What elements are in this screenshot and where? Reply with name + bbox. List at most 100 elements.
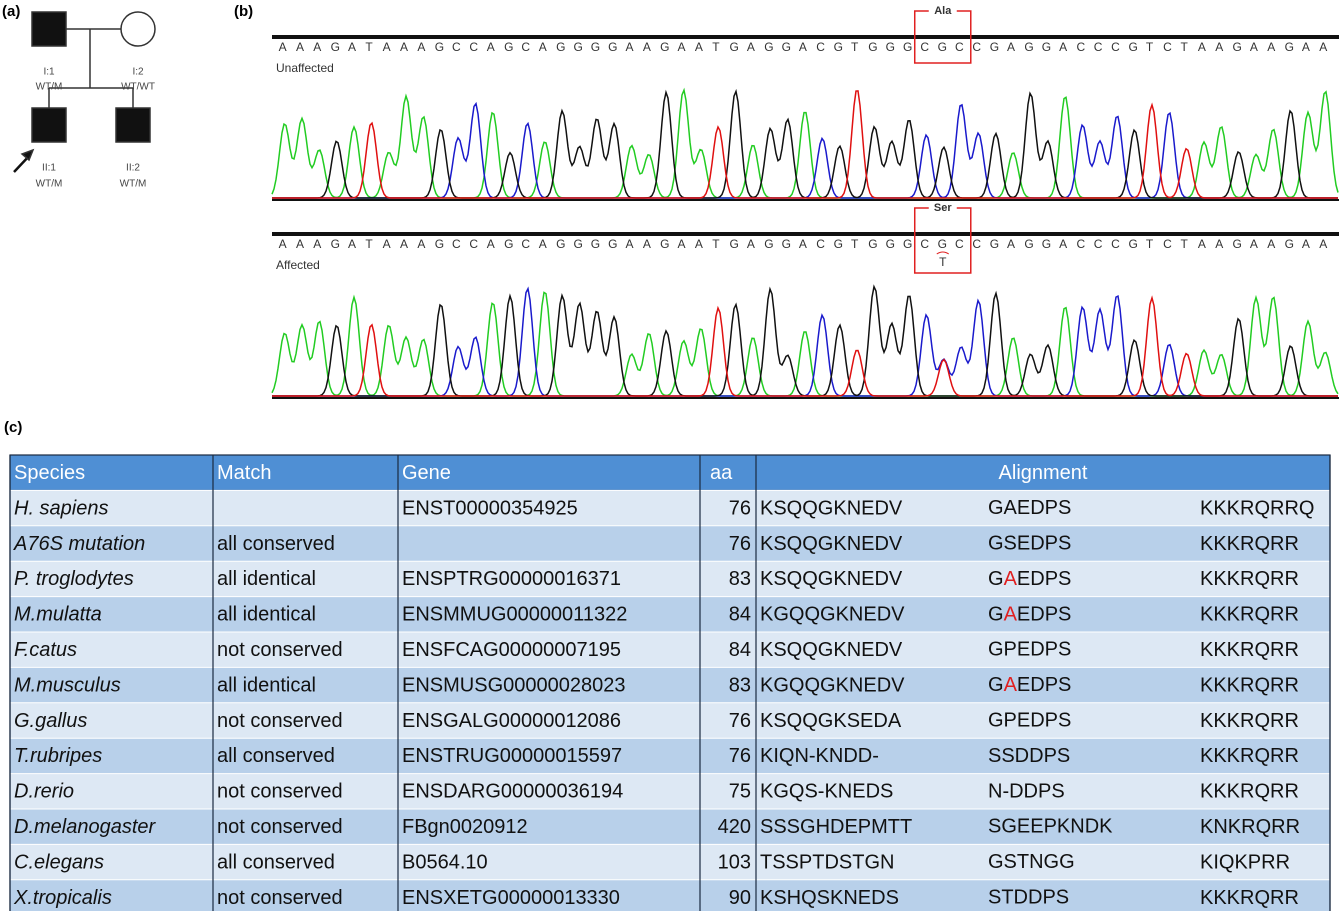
motif-segment: GSEDPS: [988, 533, 1071, 555]
table-row: [10, 632, 1330, 667]
alignment-right: KKKRQRR: [1200, 887, 1299, 909]
panel-label: (b): [234, 3, 253, 20]
match: not conserved: [217, 639, 343, 661]
alignment-right: KKKRQRR: [1200, 568, 1299, 590]
alignment-left: KGQS-KNEDS: [760, 781, 893, 803]
panel-label: (a): [2, 3, 20, 20]
species: M.musculus: [14, 674, 121, 696]
species: D.rerio: [14, 781, 74, 803]
table-row: [10, 844, 1330, 879]
substitution: T: [939, 255, 947, 269]
aa: 76: [729, 497, 751, 519]
aa: 76: [729, 533, 751, 555]
table-row: [10, 667, 1330, 702]
affected-male: [116, 108, 150, 142]
alignment-left: KSQQGKNEDV: [760, 497, 903, 519]
alignment-right: KKKRQRR: [1200, 604, 1299, 626]
genotype: WT/M: [36, 179, 63, 190]
motif-segment: EDPS: [1017, 604, 1071, 626]
table-row: [10, 809, 1330, 844]
column-header: aa: [710, 462, 733, 484]
trace-label: Affected: [276, 258, 320, 272]
affected-male: [32, 12, 66, 46]
motif-segment: A: [1004, 604, 1018, 626]
motif-segment: A: [1004, 568, 1018, 590]
species: H. sapiens: [14, 497, 109, 519]
gene: ENSFCAG00000007195: [402, 639, 621, 661]
proband-arrowhead: [22, 150, 33, 160]
column-header: Alignment: [999, 462, 1088, 484]
alignment-right: KKKRQRR: [1200, 674, 1299, 696]
page: (a) (b) (c) I:1 WT/M I:2 WT/WT II:1 WT/M…: [0, 0, 1341, 911]
alignment-right: KKKRQRR: [1200, 745, 1299, 767]
gene: ENSTRUG00000015597: [402, 745, 622, 767]
gene: ENSMUSG00000028023: [402, 674, 625, 696]
alignment-left: KSHQSKNEDS: [760, 887, 899, 909]
table-row: [10, 490, 1330, 525]
motif-segment: GPEDPS: [988, 710, 1071, 732]
motif-segment: G: [988, 604, 1004, 626]
affected-male: [32, 108, 66, 142]
alignment-right: KKKRQRR: [1200, 533, 1299, 555]
table-row: [10, 526, 1330, 561]
alignment-motif: GAEDPS: [988, 674, 1071, 696]
panel-label: (c): [4, 419, 22, 436]
table-row: [10, 703, 1330, 738]
aa: 75: [729, 781, 751, 803]
aa: 84: [729, 639, 751, 661]
alignment-right: KKKRQRR: [1200, 710, 1299, 732]
alignment-motif: GSEDPS: [988, 533, 1071, 555]
species: D.melanogaster: [14, 816, 157, 838]
motif-segment: GAEDPS: [988, 497, 1071, 519]
alignment-left: KGQQGKNEDV: [760, 674, 905, 696]
species: M.mulatta: [14, 604, 102, 626]
alignment-motif: GSTNGG: [988, 851, 1075, 873]
alignment-motif: N-DDPS: [988, 781, 1065, 803]
match: not conserved: [217, 887, 343, 909]
aa: 83: [729, 568, 751, 590]
alignment-motif: GAEDPS: [988, 568, 1071, 590]
alignment-left: KSQQGKNEDV: [760, 568, 903, 590]
table-row: [10, 561, 1330, 596]
aa: 90: [729, 887, 751, 909]
unaffected-female: [121, 12, 155, 46]
alignment-left: KGQQGKNEDV: [760, 604, 905, 626]
species: P. troglodytes: [14, 568, 134, 590]
sequence-part: CGAGGACCCGTCTAAGAAGAA: [972, 40, 1327, 54]
genotype: WT/M: [36, 82, 63, 93]
column-header: Match: [217, 462, 271, 484]
motif-segment: N-DDPS: [988, 781, 1065, 803]
aa: 84: [729, 604, 751, 626]
individual-id: II:1: [42, 163, 56, 174]
alignment-right: KKKRQRRQ: [1200, 497, 1314, 519]
motif-segment: SGEEPKNDK: [988, 816, 1113, 838]
species: G.gallus: [14, 710, 87, 732]
gene: B0564.10: [402, 851, 488, 873]
alignment-motif: SGEEPKNDK: [988, 816, 1113, 838]
amino-acid: Ala: [934, 5, 952, 17]
table-header-bg: [10, 455, 1330, 490]
column-header: Gene: [402, 462, 451, 484]
species: F.catus: [14, 639, 77, 661]
alignment-right: KKKRQRR: [1200, 639, 1299, 661]
figure: (a) (b) (c) I:1 WT/M I:2 WT/WT II:1 WT/M…: [0, 0, 1341, 911]
match: all conserved: [217, 533, 335, 555]
motif-segment: GPEDPS: [988, 639, 1071, 661]
match: all conserved: [217, 745, 335, 767]
motif-segment: SSDDPS: [988, 745, 1070, 767]
individual-id: II:2: [126, 163, 140, 174]
aa: 420: [718, 816, 751, 838]
sequence-part: CGC: [920, 40, 964, 54]
match: all identical: [217, 604, 316, 626]
sequence-bar: [272, 35, 1339, 39]
motif-segment: G: [988, 568, 1004, 590]
genotype: WT/M: [120, 179, 147, 190]
gene: FBgn0020912: [402, 816, 528, 838]
alignment-motif: GAEDPS: [988, 497, 1071, 519]
alignment-left: SSSGHDEPMTT: [760, 816, 912, 838]
aa: 103: [718, 851, 751, 873]
match: all conserved: [217, 851, 335, 873]
alignment-right: KIQKPRR: [1200, 851, 1290, 873]
